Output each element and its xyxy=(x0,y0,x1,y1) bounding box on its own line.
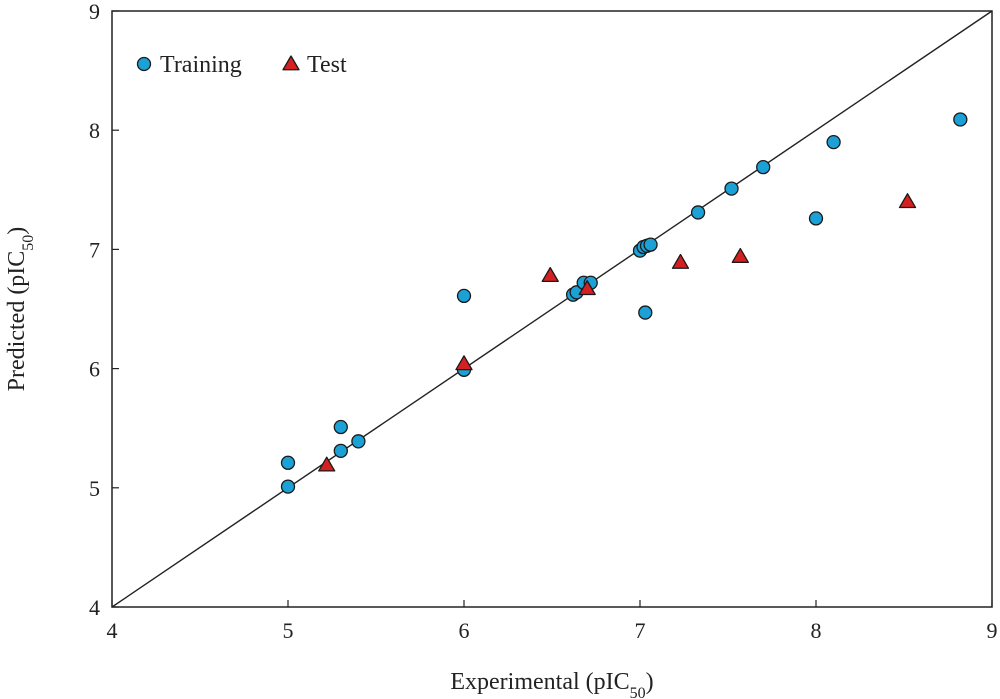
training-point xyxy=(724,181,739,196)
test-point xyxy=(731,247,749,263)
data-points xyxy=(280,112,968,494)
test-point xyxy=(541,266,559,283)
legend: Training Test xyxy=(136,52,347,78)
plot-frame xyxy=(111,10,993,608)
y-axis-title: Predicted (pIC50) xyxy=(4,227,37,392)
x-tick-label: 5 xyxy=(283,618,294,643)
y-axis-title-close: ) xyxy=(4,227,30,235)
training-point xyxy=(333,419,348,435)
x-tick-label: 9 xyxy=(987,618,998,643)
x-tick-label: 6 xyxy=(459,618,470,643)
reference-line-group xyxy=(111,10,993,608)
training-point xyxy=(280,479,296,494)
legend-test-marker xyxy=(282,55,300,71)
training-point xyxy=(826,134,841,150)
x-tick-label: 7 xyxy=(635,618,646,643)
x-axis-title: Experimental (pIC50) xyxy=(450,669,653,699)
x-tick-label: 8 xyxy=(811,618,822,643)
y-tick-label: 8 xyxy=(89,118,100,143)
y-axis-title-main: Predicted (pIC xyxy=(4,251,30,392)
y-tick-label: 4 xyxy=(89,595,100,620)
training-point xyxy=(953,112,968,127)
legend-training-label: Training xyxy=(160,52,242,78)
axis-titles: Experimental (pIC50)Predicted (pIC50) xyxy=(4,227,654,699)
x-tick-label: 4 xyxy=(107,618,118,643)
training-point xyxy=(643,237,658,252)
x-axis-title-close: ) xyxy=(646,669,654,695)
training-point xyxy=(333,443,348,458)
y-tick-label: 5 xyxy=(89,476,100,501)
test-point xyxy=(898,193,917,209)
training-point xyxy=(690,205,706,220)
test-point xyxy=(671,253,690,269)
x-axis-title-subscript: 50 xyxy=(630,685,646,699)
test-point xyxy=(578,280,596,296)
y-axis-title-subscript: 50 xyxy=(20,235,37,251)
reference-line xyxy=(111,10,993,608)
y-axis-title-group: Predicted (pIC50) xyxy=(4,227,37,392)
training-point xyxy=(456,288,472,304)
training-point xyxy=(756,160,771,175)
axes: 4 5 6 7 8 9 4 5 6 7 8 9 xyxy=(89,0,998,643)
legend-test-label: Test xyxy=(307,52,347,78)
y-tick-label: 6 xyxy=(89,357,100,382)
test-point xyxy=(455,355,473,371)
training-point xyxy=(808,211,824,226)
legend-training-marker xyxy=(136,56,152,72)
x-axis-title-main: Experimental (pIC xyxy=(450,669,629,695)
training-point xyxy=(280,455,296,470)
test-point xyxy=(318,456,336,472)
training-point xyxy=(638,305,653,320)
y-tick-label: 7 xyxy=(89,237,100,262)
training-point xyxy=(351,434,366,449)
y-tick-label: 9 xyxy=(89,0,100,24)
